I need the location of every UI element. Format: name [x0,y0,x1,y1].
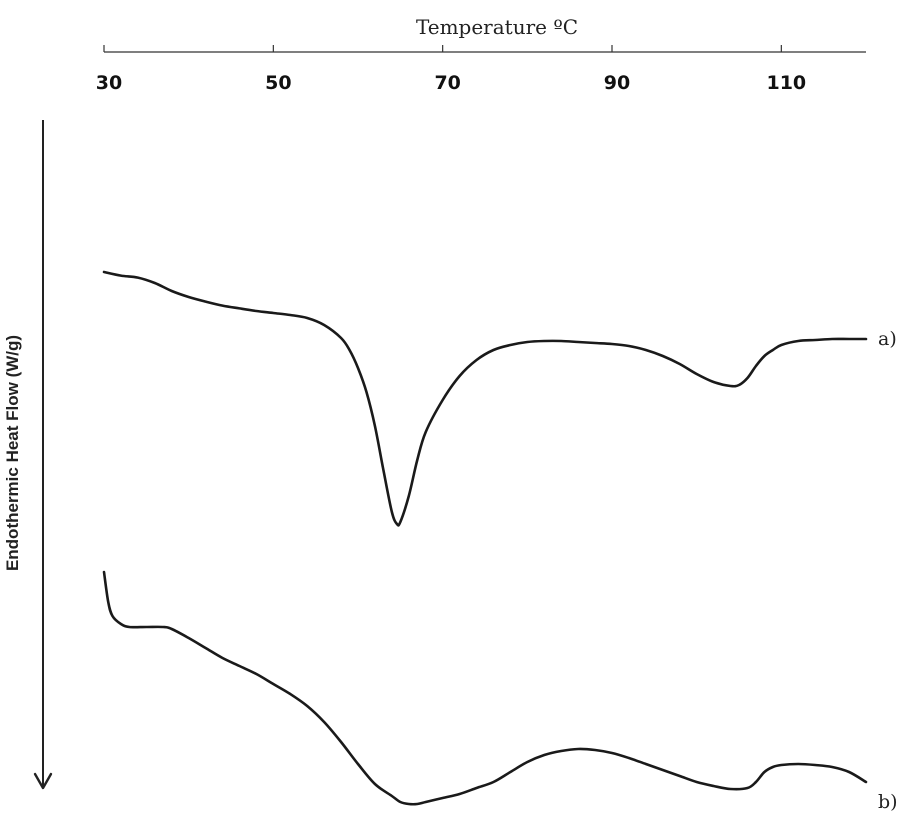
y-axis-title: Endothermic Heat Flow (W/g) [3,335,22,571]
series-line-b [102,570,868,806]
y-axis-arrow-head [33,772,53,790]
x-tick-label: 50 [265,72,291,94]
x-tick-label: 30 [96,72,122,94]
series-label-b: b) [878,791,898,813]
y-axis-arrow [33,120,53,790]
series-label-a: a) [878,328,897,350]
x-axis-ticks: 30 50 70 90 110 [96,45,806,94]
x-axis-title: Temperature ºC [416,15,578,39]
series-layer: a) b) [102,270,898,813]
x-tick-label: 90 [604,72,630,94]
x-tick-label: 70 [434,72,460,94]
x-tick-label: 110 [766,72,806,94]
series-line-a [102,270,868,527]
